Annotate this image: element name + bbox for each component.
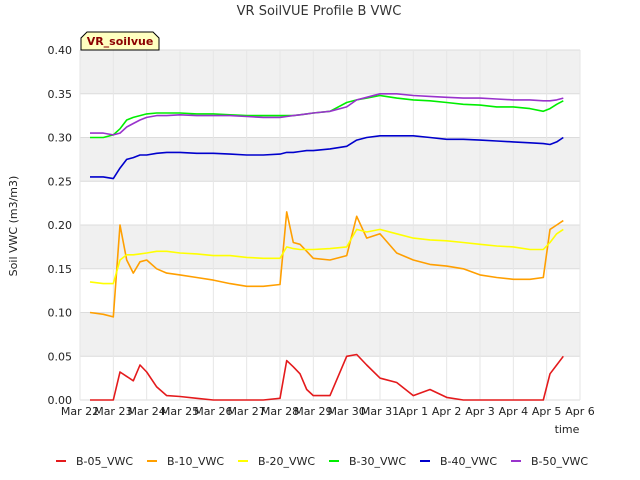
grid-lines — [79, 49, 581, 401]
x-tick-label: Apr 6 — [565, 405, 595, 418]
legend-label: B-10_VWC — [167, 455, 224, 468]
x-tick-label: Mar 29 — [294, 405, 332, 418]
y-axis-title: Soil VWC (m3/m3) — [7, 176, 20, 277]
y-tick-label: 0.05 — [48, 350, 73, 363]
chart-tag: VR_soilvue — [80, 31, 160, 51]
x-tick-label: Apr 1 — [399, 405, 429, 418]
series-line-b-10-vwc — [89, 211, 564, 318]
y-tick-label: 0.10 — [48, 307, 73, 320]
legend-label: B-40_VWC — [440, 455, 497, 468]
x-tick-label: Apr 2 — [432, 405, 462, 418]
series-line-b-40-vwc — [90, 135, 564, 180]
legend-label: B-50_VWC — [531, 455, 588, 468]
y-axis-ticks: 0.00 0.05 0.10 0.15 0.20 0.25 0.30 0.35 0.40 — [48, 44, 73, 407]
y-tick-label: 0.15 — [48, 263, 73, 276]
legend-label: B-20_VWC — [258, 455, 315, 468]
x-axis-title: time — [555, 423, 580, 436]
legend: B-05_VWC B-10_VWC B-20_VWC B-30_VWC B-40_VWC… — [56, 455, 588, 468]
plot-background — [80, 50, 580, 400]
chart-tag-box — [80, 31, 160, 51]
x-tick-label: Mar 27 — [228, 405, 266, 418]
x-tick-label: Mar 30 — [328, 405, 366, 418]
plot-band — [80, 356, 580, 400]
x-tick-label: Mar 28 — [261, 405, 299, 418]
x-tick-label: Mar 25 — [161, 405, 199, 418]
y-tick-label: 0.25 — [48, 175, 73, 188]
x-tick-label: Apr 3 — [465, 405, 495, 418]
legend-label: B-05_VWC — [76, 455, 133, 468]
plot-band — [80, 312, 580, 357]
y-tick-label: 0.20 — [48, 219, 73, 232]
series-line-b-05-vwc — [90, 353, 564, 401]
x-tick-label: Mar 24 — [128, 405, 166, 418]
x-tick-label: Mar 26 — [194, 405, 232, 418]
series-line-b-20-vwc — [89, 228, 564, 285]
chart-title: VR SoilVUE Profile B VWC — [237, 4, 402, 19]
chart-tag-label: VR_soilvue — [87, 35, 154, 48]
y-tick-label: 0.30 — [48, 132, 73, 145]
series-group — [89, 93, 564, 401]
x-tick-label: Mar 22 — [61, 405, 99, 418]
plot-band — [80, 181, 580, 225]
plot-band — [80, 268, 580, 313]
y-tick-label: 0.35 — [48, 88, 73, 101]
y-tick-label: 0.40 — [48, 44, 73, 57]
plot-band — [80, 50, 580, 94]
x-tick-label: Apr 4 — [499, 405, 529, 418]
plot-band — [80, 225, 580, 269]
plot-band — [80, 137, 580, 182]
y-tick-label: 0.00 — [48, 394, 73, 407]
series-line-b-50-vwc — [90, 93, 564, 136]
x-tick-label: Mar 31 — [361, 405, 399, 418]
legend-label: B-30_VWC — [349, 455, 406, 468]
x-tick-label: Mar 23 — [94, 405, 132, 418]
x-tick-label: Apr 5 — [532, 405, 562, 418]
